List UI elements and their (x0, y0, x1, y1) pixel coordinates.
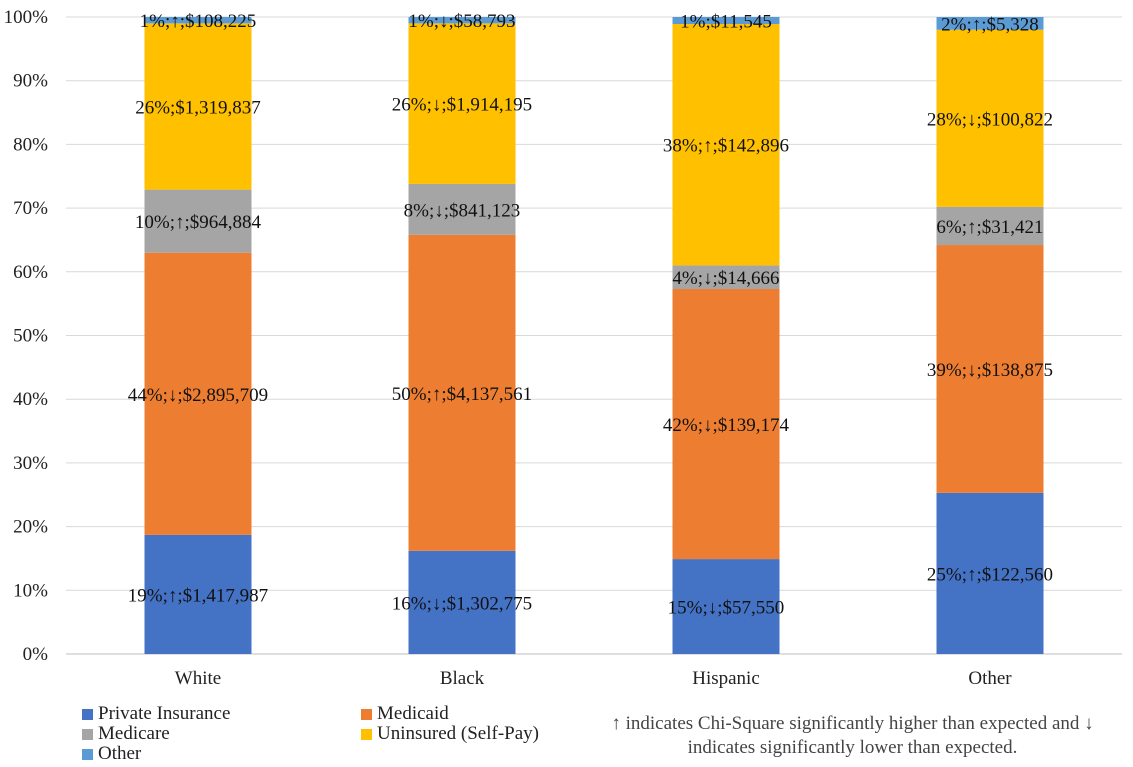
data-label: 39%;↓;$138,875 (927, 360, 1053, 381)
legend-swatch (82, 708, 93, 720)
bar-segment (408, 23, 516, 184)
y-tick-label: 90% (13, 71, 48, 92)
y-tick-label: 20% (13, 517, 48, 538)
data-label: 8%;↓;$841,123 (404, 200, 521, 221)
category-label: White (175, 668, 221, 689)
bar-segment (936, 206, 1044, 246)
data-label: 15%;↓;$57,550 (668, 598, 785, 619)
data-label: 6%;↑;$31,421 (936, 217, 1043, 238)
legend-item-private-insurance: Private Insurance (82, 703, 230, 725)
bar-segment (672, 265, 780, 289)
bar-segment (672, 24, 780, 266)
data-label: 26%;$1,319,837 (135, 97, 261, 118)
legend-label: Medicaid (377, 703, 449, 724)
data-label: 1%;$11,545 (680, 12, 772, 33)
legend-label: Private Insurance (98, 703, 231, 724)
data-label: 10%;↑;$964,884 (135, 212, 262, 233)
legend-swatch (361, 708, 372, 720)
data-label: 28%;↓;$100,822 (927, 109, 1053, 130)
legend-swatch (82, 748, 93, 760)
legend-swatch (82, 728, 93, 740)
bar-segment (408, 17, 516, 24)
bar-segment (672, 559, 780, 654)
legend-swatch (361, 728, 372, 740)
bar-segment (408, 183, 516, 235)
y-tick-label: 40% (13, 389, 48, 410)
data-labels: 19%;↑;$1,417,987 44%;↓;$2,895,709 10%;↑;$9… (128, 11, 1053, 618)
y-axis-ticks: 0% 10% 20% 30% 40% 50% 60% 70% 80% 90% 100% (4, 7, 49, 665)
bar-segment (408, 550, 516, 654)
data-label: 1%;↑;$108,225 (140, 11, 257, 32)
legend-label: Uninsured (Self-Pay) (377, 723, 539, 744)
category-label: Other (968, 668, 1012, 689)
bar-segment (936, 492, 1044, 654)
bar-segment (144, 23, 252, 190)
data-label: 44%;↓;$2,895,709 (128, 385, 268, 406)
legend-label: Other (98, 743, 142, 764)
data-label: 16%;↓;$1,302,775 (392, 593, 532, 614)
category-label: Black (440, 668, 485, 689)
data-label: 50%;↑;$4,137,561 (392, 384, 532, 405)
data-label: 1%;↓;$58,793 (408, 11, 515, 32)
y-tick-label: 60% (13, 262, 48, 283)
category-label: Hispanic (692, 668, 760, 689)
legend-item-uninsured: Uninsured (Self-Pay) (361, 723, 539, 745)
legend-label: Medicare (98, 723, 170, 744)
y-tick-label: 30% (13, 453, 48, 474)
bars (144, 17, 1044, 654)
y-tick-label: 0% (23, 644, 49, 665)
legend-item-other: Other (82, 743, 141, 765)
data-label: 19%;↑;$1,417,987 (128, 585, 268, 606)
y-tick-label: 70% (13, 198, 48, 219)
y-tick-label: 100% (4, 7, 49, 28)
bar-segment (144, 189, 252, 253)
data-label: 38%;↑;$142,896 (663, 136, 789, 157)
bar-segment (408, 234, 516, 551)
bar-segment (144, 252, 252, 535)
bar-segment (936, 17, 1044, 30)
data-label: 25%;↑;$122,560 (927, 564, 1053, 585)
stacked-bar-chart: 0% 10% 20% 30% 40% 50% 60% 70% 80% 90% 100% 19%;↑;… (4, 7, 1122, 689)
bar-segment (936, 245, 1044, 493)
bar-segment (672, 288, 780, 560)
data-label: 2%;↑;$5,328 (941, 14, 1039, 35)
data-label: 42%;↓;$139,174 (663, 415, 790, 436)
data-label: 26%;↓;$1,914,195 (392, 95, 532, 116)
y-tick-label: 10% (13, 580, 48, 601)
y-tick-label: 50% (13, 326, 48, 347)
category-labels: White Black Hispanic Other (175, 668, 1013, 689)
legend-item-medicare: Medicare (82, 723, 170, 745)
legend-item-medicaid: Medicaid (361, 703, 449, 725)
significance-note: ↑ indicates Chi-Square significantly hig… (611, 713, 1094, 758)
bar-segment (144, 534, 252, 654)
y-tick-label: 80% (13, 134, 48, 155)
bar-segment (672, 17, 780, 25)
bar-segment (936, 29, 1044, 207)
data-label: 4%;↓;$14,666 (672, 268, 779, 289)
bar-segment (144, 17, 252, 24)
